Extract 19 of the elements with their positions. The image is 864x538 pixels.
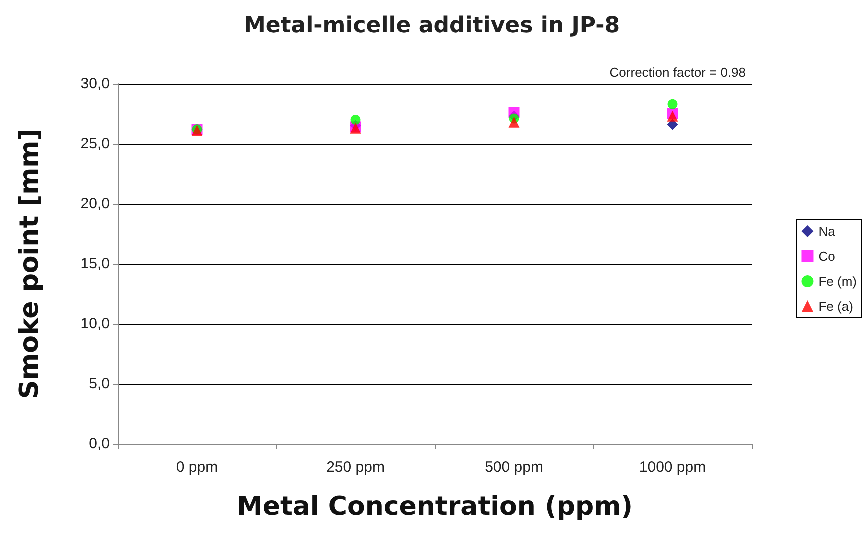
y-axis-title: Smoke point [mm] (15, 128, 45, 400)
y-tick-label: 20,0 (80, 196, 110, 212)
y-tick-label: 10,0 (80, 316, 110, 332)
x-axis-title: Metal Concentration (ppm) (236, 492, 634, 522)
text: Correction factor = 0.98 (610, 65, 746, 80)
chart-title: Metal-micelle additives in JP-8 (244, 14, 620, 38)
legend-label: Fe (a) (818, 299, 854, 314)
x-tick-label: 500 ppm (485, 459, 544, 476)
x-tick-label: 1000 ppm (639, 459, 706, 476)
legend-label: Fe (m) (818, 274, 858, 289)
x-tick-label: 250 ppm (326, 459, 385, 476)
legend-label: Na (818, 224, 836, 239)
y-tick-label: 5,0 (89, 376, 110, 392)
legend-label: Co (818, 249, 836, 264)
x-tick-label: 0 ppm (176, 459, 218, 476)
y-tick-label: 30,0 (80, 76, 110, 92)
y-tick-label: 0,0 (89, 436, 110, 452)
y-tick-label: 25,0 (80, 136, 110, 152)
y-tick-label: 15,0 (80, 256, 110, 272)
